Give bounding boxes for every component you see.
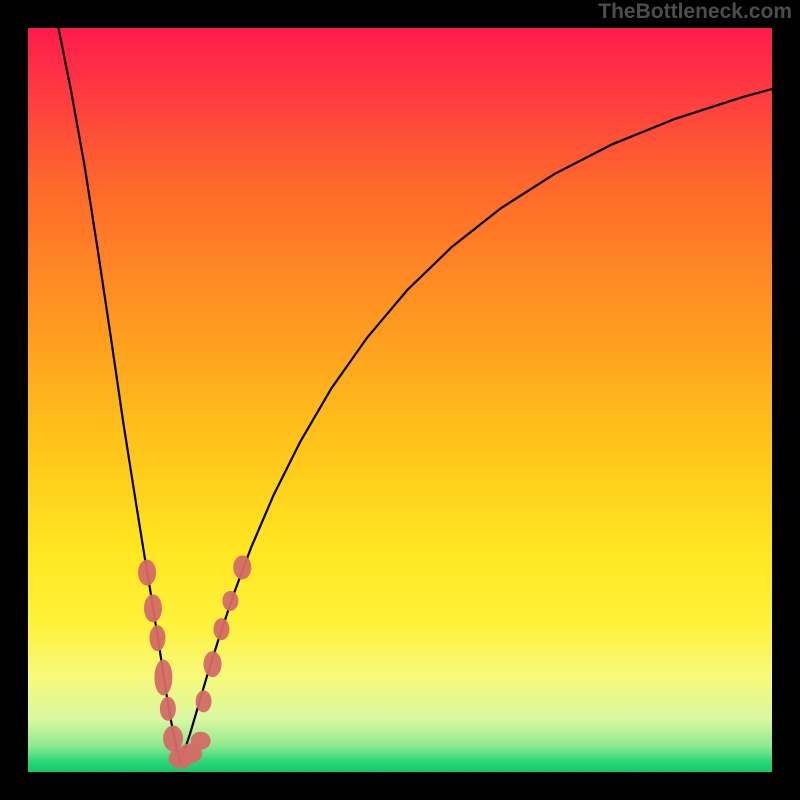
data-marker (154, 660, 172, 696)
curve-right (181, 89, 772, 761)
data-marker (196, 690, 212, 712)
data-marker (233, 555, 251, 579)
chart-svg (0, 0, 800, 800)
attribution-label: TheBottleneck.com (598, 0, 792, 23)
data-marker (138, 560, 156, 586)
data-marker (204, 651, 222, 677)
data-marker (149, 625, 165, 651)
data-marker (163, 726, 183, 752)
chart-frame: TheBottleneck.com (0, 0, 800, 800)
data-marker (144, 594, 162, 622)
data-marker (213, 618, 229, 640)
curve-left (59, 28, 181, 761)
data-marker (222, 591, 238, 611)
data-marker (191, 732, 211, 750)
data-marker (160, 697, 176, 721)
